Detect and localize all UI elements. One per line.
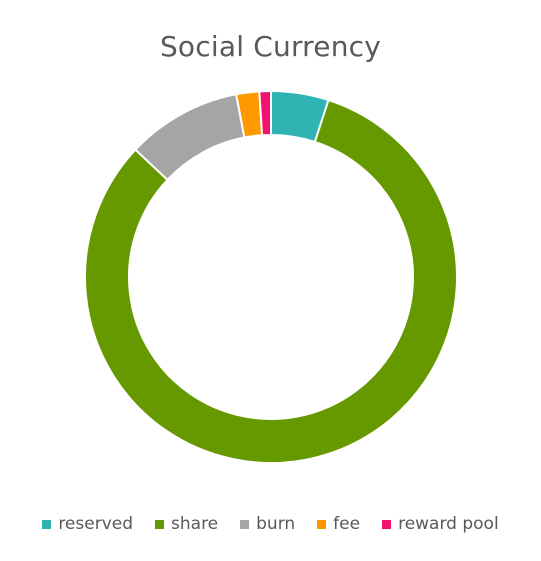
- legend-label: share: [171, 514, 219, 534]
- legend-swatch: [155, 519, 165, 529]
- legend-label: burn: [256, 514, 296, 534]
- chart-title: Social Currency: [159, 30, 382, 63]
- slice-share: [84, 98, 458, 464]
- donut-slices: [84, 89, 458, 464]
- legend-item-reserved: reserved: [42, 514, 133, 534]
- legend-swatch: [42, 519, 52, 529]
- legend-label: reserved: [58, 514, 134, 534]
- legend-label: fee: [333, 514, 361, 534]
- legend-swatch: [240, 519, 250, 529]
- chart-legend: reserved share burn fee reward pool: [0, 514, 541, 534]
- legend-swatch: [317, 519, 327, 529]
- legend-item-reward-pool: reward pool: [382, 514, 499, 534]
- legend-item-burn: burn: [240, 514, 295, 534]
- legend-swatch: [382, 519, 392, 529]
- legend-item-fee: fee: [317, 514, 360, 534]
- legend-item-share: share: [155, 514, 218, 534]
- legend-label: reward pool: [398, 514, 499, 534]
- slice-reward-pool: [258, 89, 272, 137]
